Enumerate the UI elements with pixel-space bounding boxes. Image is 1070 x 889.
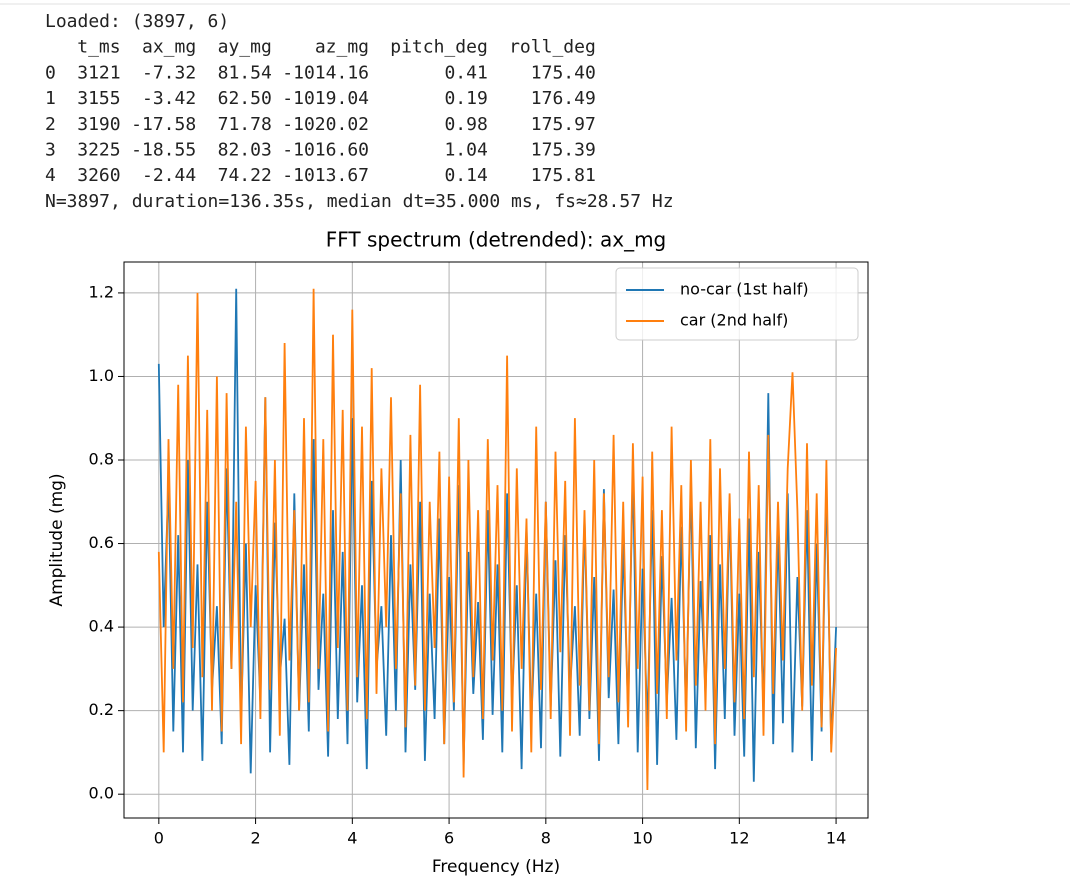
- plot-frame: [123, 261, 869, 819]
- column-header: t_ms: [77, 37, 120, 58]
- series-line: [157, 288, 837, 791]
- column-header: ay_mg: [218, 37, 272, 58]
- table-cell: -18.55: [131, 140, 196, 161]
- table-cell: -1016.60: [282, 140, 369, 161]
- chart: FFT spectrum (detrended): ax_mg Frequenc…: [47, 228, 869, 877]
- row-index: 4: [45, 165, 56, 186]
- table-cell: -1020.02: [282, 114, 369, 135]
- table-cell: -1019.04: [282, 88, 369, 109]
- chart-title: FFT spectrum (detrended): ax_mg: [326, 228, 667, 252]
- output-line: Loaded: (3897, 6): [45, 11, 229, 32]
- table-cell: 176.49: [531, 88, 596, 109]
- x-tick-label: 10: [632, 829, 652, 848]
- x-tick-label: 8: [541, 829, 551, 848]
- legend-label: car (2nd half): [680, 311, 788, 330]
- output: Loaded: (3897, 6) t_ms ax_mg ay_mg az_mg pitc…: [45, 11, 674, 212]
- x-tick-label: 2: [250, 829, 260, 848]
- y-tick-label: 0.6: [89, 533, 114, 552]
- y-tick-label: 0.8: [89, 450, 114, 469]
- y-tick-label: 0.0: [89, 784, 114, 803]
- table-cell: 0.98: [444, 114, 487, 135]
- x-tick-label: 4: [347, 829, 357, 848]
- table-cell: 81.54: [218, 62, 272, 83]
- x-tick-label: 14: [826, 829, 846, 848]
- row-index: 1: [45, 88, 56, 109]
- row-index: 2: [45, 114, 56, 135]
- table-cell: -2.44: [142, 165, 196, 186]
- y-tick-label: 1.2: [89, 282, 114, 301]
- row-index: 0: [45, 62, 56, 83]
- x-axis-label: Frequency (Hz): [432, 857, 560, 877]
- table-cell: -17.58: [131, 114, 196, 135]
- table-cell: 175.81: [531, 165, 596, 186]
- column-header: pitch_deg: [390, 37, 488, 58]
- x-tick-label: 12: [729, 829, 749, 848]
- table-cell: 1.04: [444, 140, 487, 161]
- y-axis-label: Amplitude (mg): [47, 473, 67, 606]
- table-cell: 3121: [77, 62, 120, 83]
- column-header: az_mg: [315, 37, 369, 58]
- table-cell: 3260: [77, 165, 120, 186]
- table-cell: 3225: [77, 140, 120, 161]
- legend-label: no-car (1st half): [680, 280, 809, 299]
- table-cell: -1013.67: [282, 165, 369, 186]
- y-tick-label: 1.0: [89, 366, 114, 385]
- column-header: ax_mg: [142, 37, 196, 58]
- table-cell: 74.22: [218, 165, 272, 186]
- table-cell: 62.50: [218, 88, 272, 109]
- y-tick-label: 0.2: [89, 700, 114, 719]
- table-cell: 3190: [77, 114, 120, 135]
- table-cell: 175.40: [531, 62, 596, 83]
- table-cell: 175.97: [531, 114, 596, 135]
- table-cell: 3155: [77, 88, 120, 109]
- table-cell: 82.03: [218, 140, 272, 161]
- row-index: 3: [45, 140, 56, 161]
- table-cell: 0.14: [444, 165, 487, 186]
- series-line: [157, 288, 837, 782]
- table-cell: 175.39: [531, 140, 596, 161]
- table-cell: -7.32: [142, 62, 196, 83]
- column-header: roll_deg: [509, 37, 596, 58]
- table-cell: -1014.16: [282, 62, 369, 83]
- table-cell: 0.41: [444, 62, 487, 83]
- x-tick-label: 6: [444, 829, 454, 848]
- table-cell: -3.42: [142, 88, 196, 109]
- output-line: N=3897, duration=136.35s, median dt=35.0…: [45, 191, 674, 212]
- table-cell: 71.78: [218, 114, 272, 135]
- y-tick-label: 0.4: [89, 617, 114, 636]
- legend-box: [615, 267, 859, 341]
- table-cell: 0.19: [444, 88, 487, 109]
- x-tick-label: 0: [154, 829, 164, 848]
